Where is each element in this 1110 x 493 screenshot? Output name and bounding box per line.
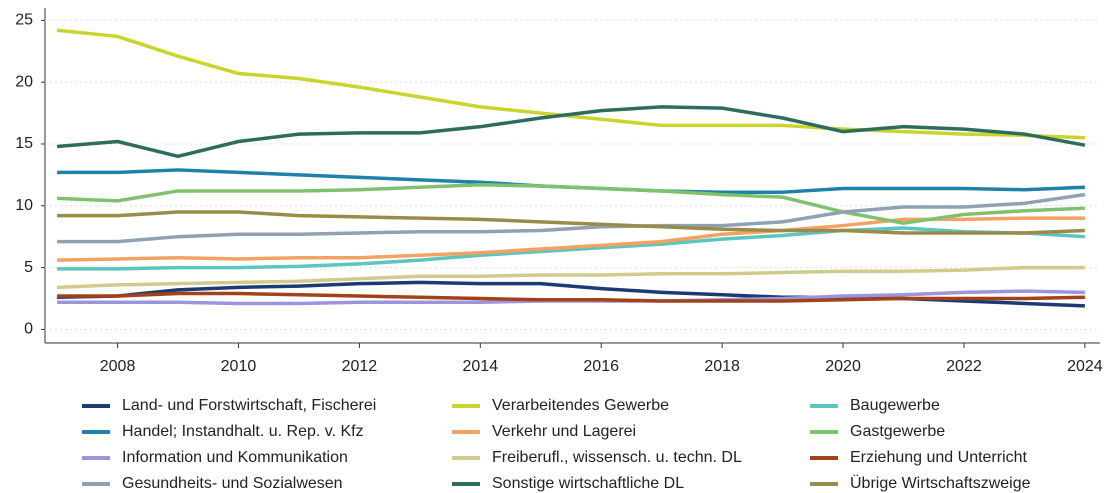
x-tick-label: 2022 <box>946 358 982 375</box>
series-line <box>56 28 1085 140</box>
x-tick-label: 2020 <box>825 358 861 375</box>
legend-label: Sonstige wirtschaftliche DL <box>492 475 684 492</box>
series-line <box>57 216 1085 262</box>
series-line <box>57 291 1085 303</box>
series-line <box>57 226 1085 271</box>
legend-label: Übrige Wirtschaftszweige <box>850 474 1031 492</box>
legend-label: Information und Kommunikation <box>122 449 348 466</box>
series-line <box>57 192 1086 244</box>
y-tick-label: 10 <box>15 197 33 214</box>
legend-label: Handel; Instandhalt. u. Rep. v. Kfz <box>122 423 364 440</box>
x-tick-label: 2014 <box>463 358 499 375</box>
series-line <box>57 265 1085 290</box>
y-tick-label: 25 <box>15 12 33 29</box>
y-tick-label: 5 <box>24 259 33 276</box>
legend-label: Gesundheits- und Sozialwesen <box>122 475 343 492</box>
y-tick-label: 20 <box>15 73 33 90</box>
legend-label: Verkehr und Lagerei <box>492 423 636 440</box>
x-tick-label: 2010 <box>221 358 257 375</box>
series-line <box>56 105 1086 159</box>
y-tick-label: 15 <box>15 135 33 152</box>
series-line <box>57 183 1085 225</box>
x-tick-label: 2008 <box>100 358 136 375</box>
legend-label: Land- und Forstwirtschaft, Fischerei <box>122 397 376 414</box>
x-tick-label: 2012 <box>342 358 378 375</box>
series-line <box>57 210 1085 235</box>
x-tick-label: 2018 <box>704 358 740 375</box>
legend-label: Verarbeitendes Gewerbe <box>492 397 669 414</box>
legend-label: Gastgewerbe <box>850 423 945 440</box>
x-tick-label: 2016 <box>583 358 619 375</box>
x-tick-label: 2024 <box>1067 358 1103 375</box>
y-tick-label: 0 <box>24 321 33 338</box>
legend-label: Baugewerbe <box>850 397 940 414</box>
legend-label: Erziehung und Unterricht <box>850 449 1028 466</box>
legend-label: Freiberufl., wissensch. u. techn. DL <box>492 449 742 466</box>
